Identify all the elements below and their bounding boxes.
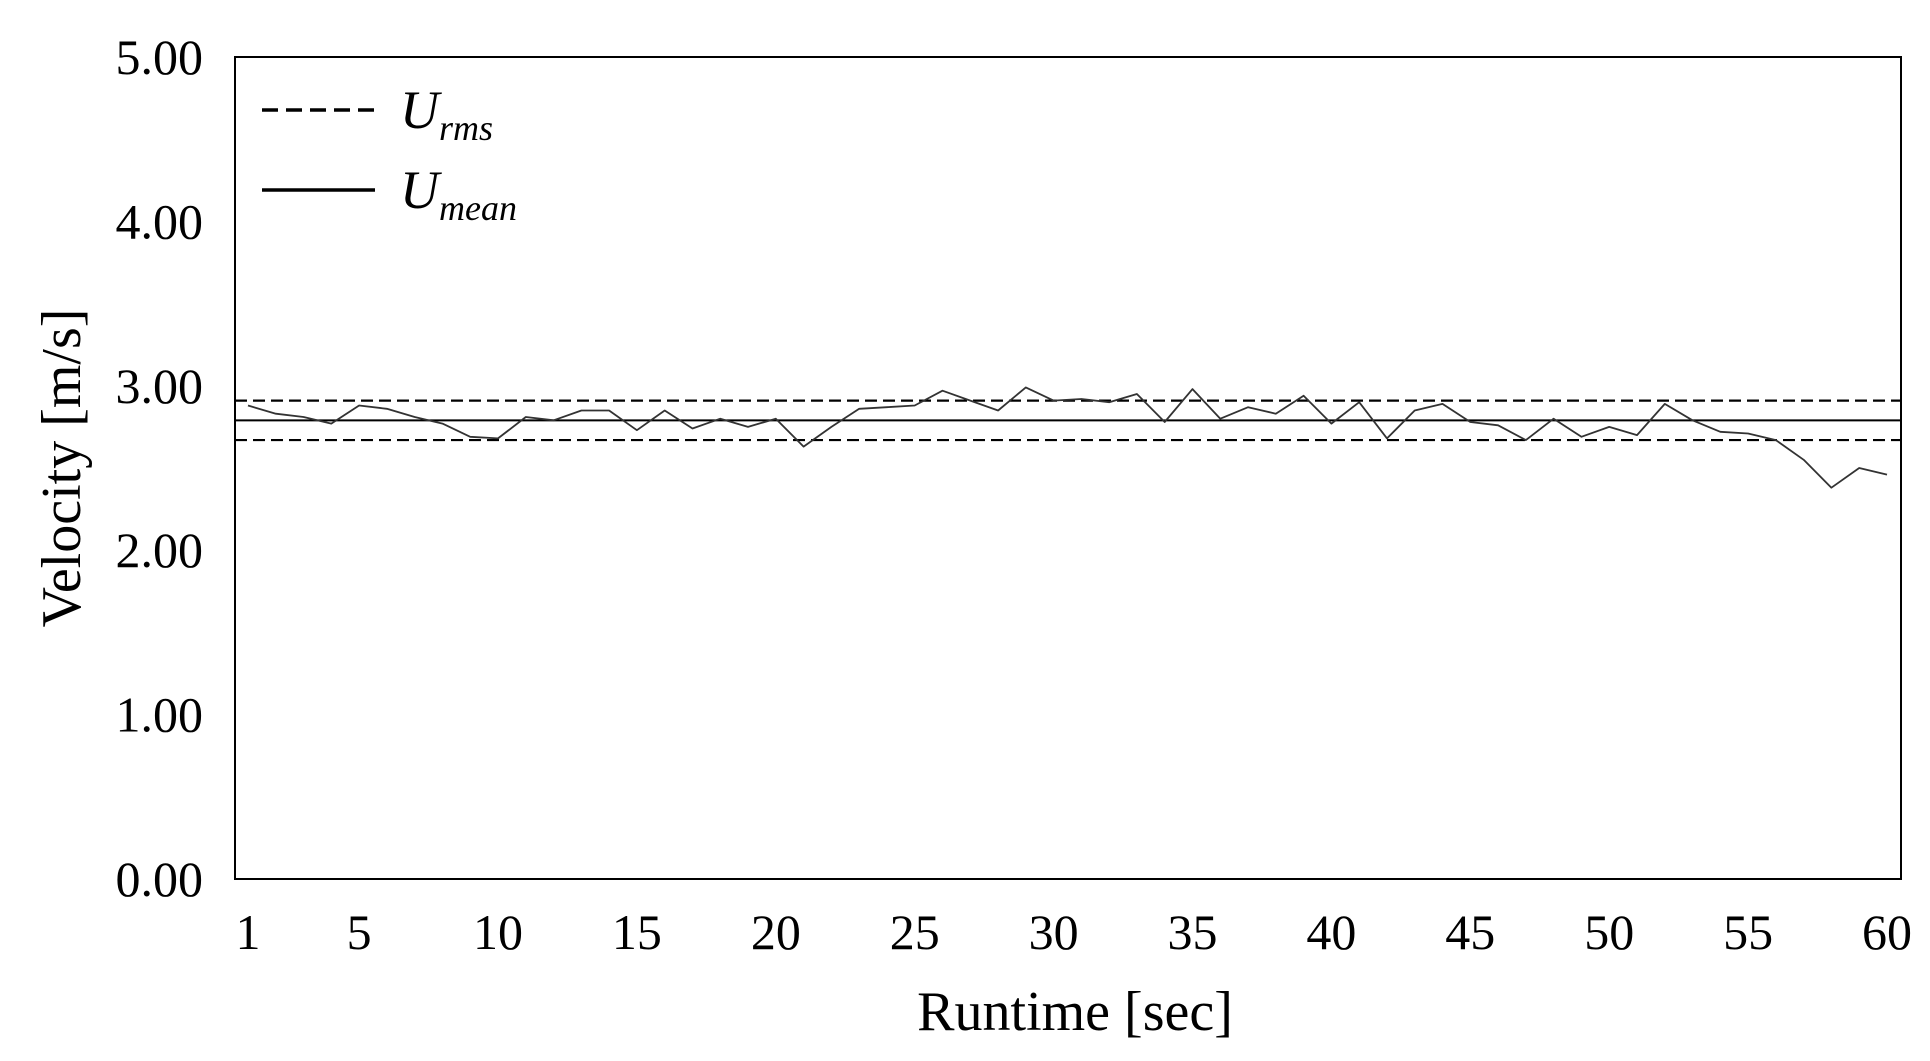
y-tick-label: 4.00 [116,193,204,249]
x-axis-title: Runtime [sec] [917,981,1233,1043]
legend-rms-subscript: rms [439,108,493,148]
x-tick-label: 60 [1862,904,1912,960]
velocity-series-line [247,386,1888,489]
y-tick-label: 2.00 [116,522,204,578]
legend-rms-label: Urms [400,80,493,148]
x-tick-label: 5 [347,904,372,960]
y-axis-tick-labels: 0.00 1.00 2.00 3.00 4.00 5.00 [116,29,204,907]
y-tick-label: 5.00 [116,29,204,85]
x-axis-tick-labels: 1 5 10 15 20 25 30 35 40 45 50 55 60 [236,904,1913,960]
plot-frame [234,56,1902,880]
legend: Urms Umean [262,80,517,228]
x-tick-label: 20 [751,904,801,960]
x-tick-label: 15 [612,904,662,960]
x-tick-label: 35 [1168,904,1218,960]
x-tick-label: 50 [1584,904,1634,960]
y-tick-label: 0.00 [116,851,204,907]
y-tick-label: 1.00 [116,687,204,743]
legend-mean-subscript: mean [439,188,517,228]
legend-mean-label: Umean [400,160,517,228]
x-tick-label: 10 [473,904,523,960]
x-tick-label: 25 [890,904,940,960]
legend-rms-symbol: U [400,80,442,140]
x-tick-label: 45 [1445,904,1495,960]
x-tick-label: 30 [1029,904,1079,960]
x-tick-label: 55 [1723,904,1773,960]
legend-mean-symbol: U [400,160,442,220]
x-tick-label: 1 [236,904,261,960]
y-axis-title: Velocity [m/s] [31,309,93,628]
y-tick-label: 3.00 [116,358,204,414]
x-tick-label: 40 [1306,904,1356,960]
